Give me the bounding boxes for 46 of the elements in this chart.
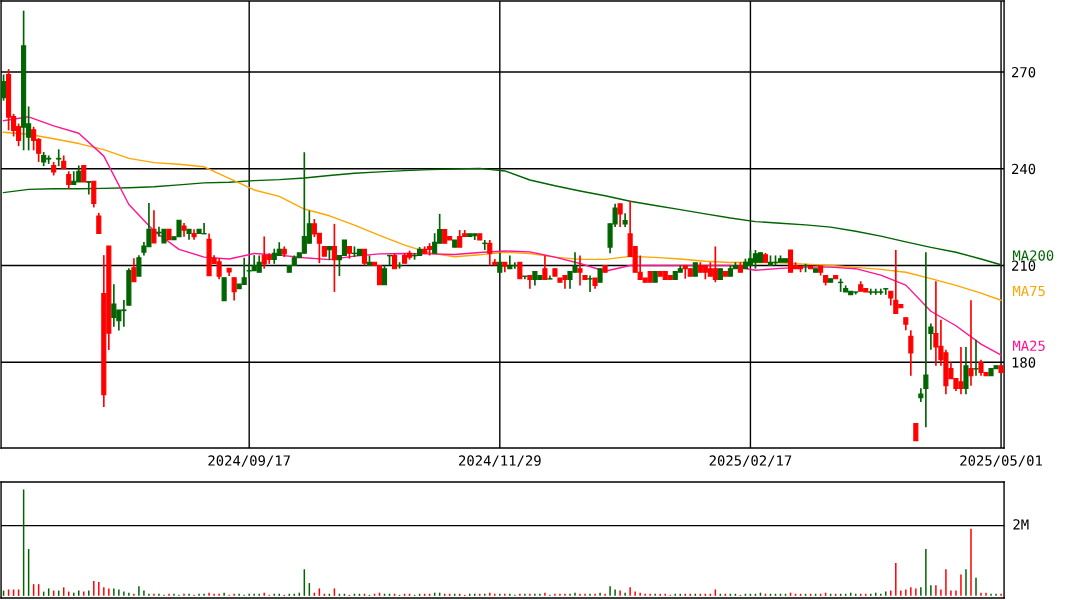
x-tick-label: 2025/05/01 (960, 455, 1042, 467)
candlestick (712, 245, 718, 284)
candlestick (376, 264, 383, 286)
y-tick-label: 240 (1012, 163, 1036, 175)
candlestick (507, 254, 513, 270)
candlestick (432, 232, 438, 255)
candlestick (968, 299, 974, 387)
series-label: MA25 (1012, 340, 1045, 352)
candlestick (1, 73, 7, 102)
x-tick-label: 2024/11/29 (459, 455, 541, 467)
candlestick (71, 170, 77, 186)
candlestick (241, 256, 247, 286)
y-tick-label: 210 (1012, 260, 1036, 271)
candlestick (893, 249, 899, 315)
series-label: MA75 (1012, 285, 1045, 297)
candlestick (497, 251, 503, 274)
ref-line-label: 2M (1013, 519, 1029, 530)
candlestick (231, 276, 237, 302)
candlestick (487, 239, 493, 267)
line-series (2, 116, 1002, 356)
y-tick-label: 270 (1012, 66, 1036, 78)
candlestick (587, 274, 593, 293)
candlestick (617, 203, 623, 228)
candlestick (31, 125, 37, 152)
candlestick (96, 212, 102, 235)
candlestick (787, 249, 794, 274)
candlestick (973, 338, 979, 377)
candlestick (883, 287, 889, 296)
candlestick (752, 249, 759, 270)
candlestick (381, 264, 388, 286)
candlestick (131, 257, 137, 283)
candlestick (547, 274, 553, 281)
candlestick (151, 209, 157, 244)
candlestick (221, 276, 227, 302)
candlestick (86, 180, 92, 196)
candlestick (331, 223, 337, 293)
y-tick-label: 180 (1012, 357, 1036, 368)
candlestick (542, 254, 548, 281)
candlestick (908, 329, 914, 377)
x-tick-label: 2024/09/17 (208, 455, 290, 467)
x-tick-label: 2025/02/17 (709, 455, 792, 467)
candlestick (963, 346, 969, 395)
candlestick (136, 254, 142, 277)
series-label: MA200 (1012, 250, 1054, 261)
candlestick (56, 148, 62, 167)
candlestick (91, 180, 97, 209)
